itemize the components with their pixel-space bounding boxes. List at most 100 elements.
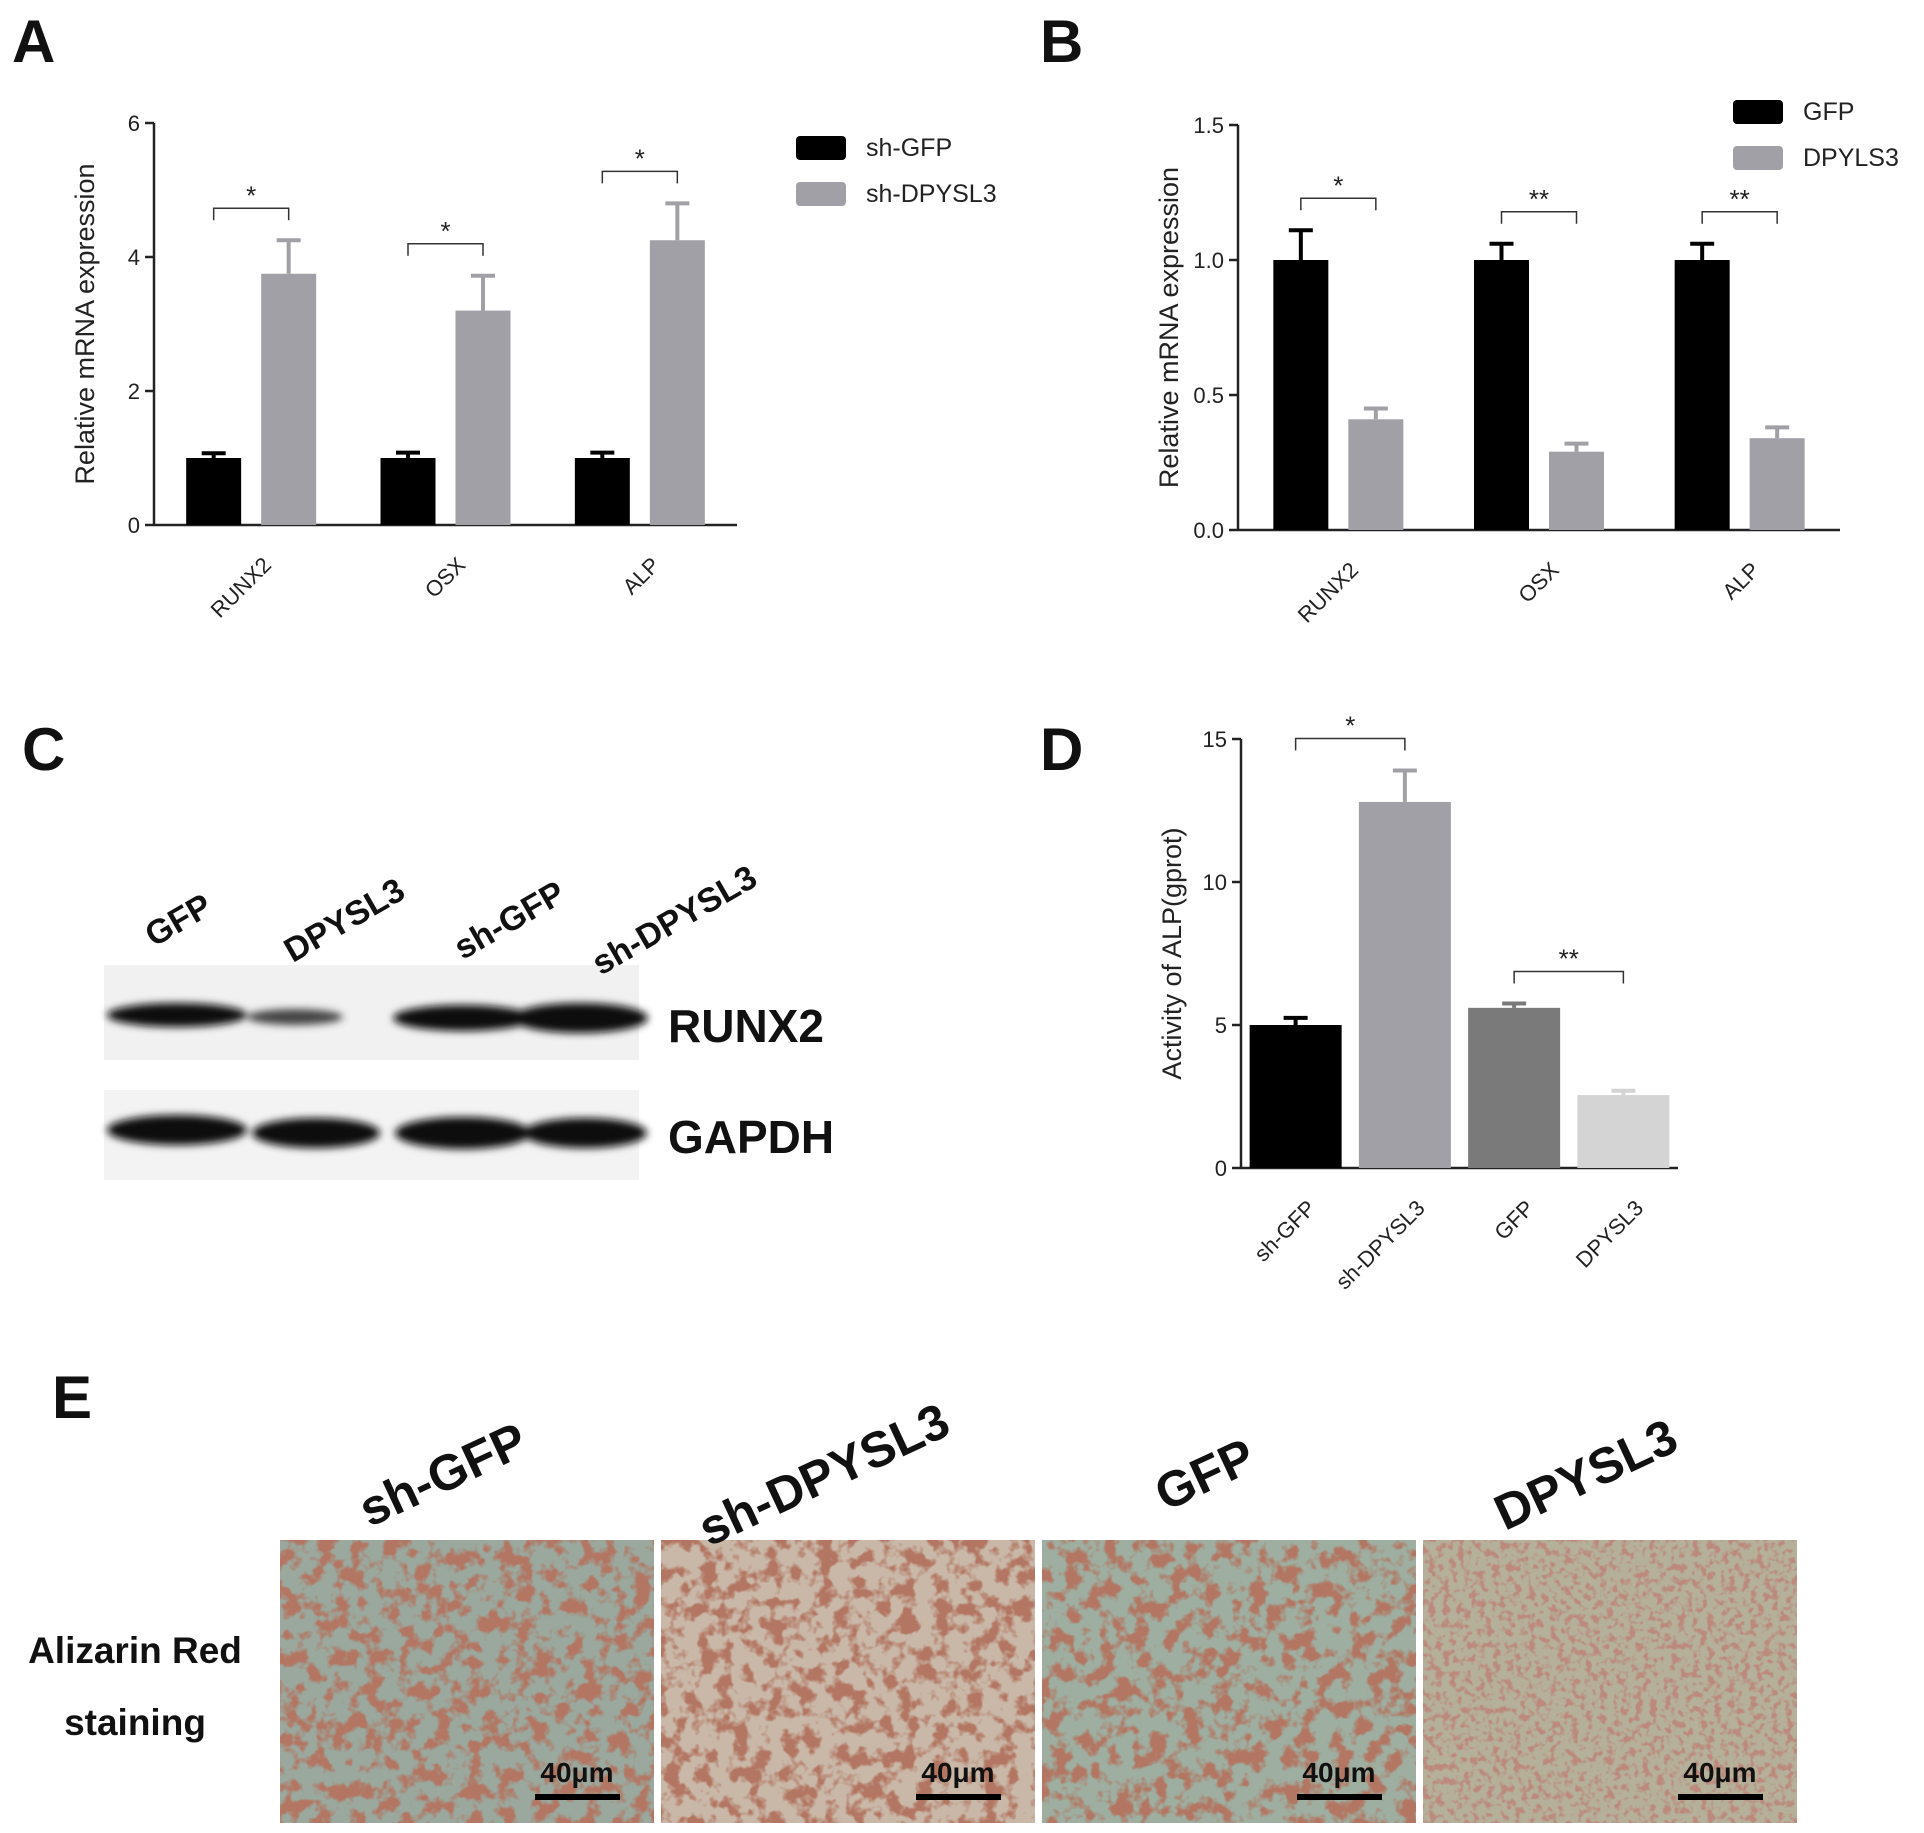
bar xyxy=(380,458,436,525)
bar xyxy=(186,458,242,525)
error-bar xyxy=(665,201,690,241)
panel-label: B xyxy=(1040,8,1083,75)
x-tick-label: ALP xyxy=(1717,557,1764,604)
staining-texture xyxy=(1423,1540,1797,1823)
staining-images: 40μm sh-GFP 40μm sh-DPYSL3 40μm GFP 40μm DPYSL3 xyxy=(280,1392,1797,1823)
y-tick-label: 10 xyxy=(1203,870,1227,895)
y-tick-label: 1.5 xyxy=(1193,113,1224,138)
group-label: GFP xyxy=(1146,1427,1263,1521)
significance-bracket xyxy=(1294,737,1406,751)
error-bar xyxy=(1288,228,1313,260)
legend-swatch xyxy=(1733,100,1783,124)
scale-bar-label: 40μm xyxy=(921,1757,994,1788)
scale-bar-label: 40μm xyxy=(540,1757,613,1788)
error-bar xyxy=(1765,425,1790,439)
bar xyxy=(1549,451,1604,530)
panel-label: C xyxy=(22,716,65,783)
significance-label: * xyxy=(635,143,645,173)
legend-label: sh-DPYSL3 xyxy=(866,180,997,208)
error-bar xyxy=(1283,1015,1308,1025)
significance-bracket xyxy=(1513,970,1625,984)
lane-label: sh-DPYSL3 xyxy=(586,858,764,983)
x-tick-label: RUNX2 xyxy=(206,552,276,622)
bar xyxy=(1348,419,1404,530)
x-tick-label: GFP xyxy=(1489,1195,1539,1245)
lane-label: GFP xyxy=(139,887,219,955)
x-tick-label: RUNX2 xyxy=(1293,557,1363,627)
row-label: RUNX2 xyxy=(668,1000,824,1052)
error-bar xyxy=(1392,768,1417,802)
lane-label: sh-GFP xyxy=(448,874,572,967)
y-tick-label: 15 xyxy=(1203,727,1227,752)
error-bar xyxy=(1502,1001,1527,1008)
y-tick-label: 0.5 xyxy=(1193,383,1224,408)
y-tick-label: 4 xyxy=(128,245,140,270)
significance-bracket xyxy=(1500,211,1578,224)
x-tick-label: ALP xyxy=(618,552,665,599)
panel-label: E xyxy=(52,1364,92,1431)
error-bar xyxy=(471,273,495,311)
x-tick-label: OSX xyxy=(420,552,471,603)
bar xyxy=(455,310,511,525)
bar xyxy=(1358,801,1451,1168)
error-bar xyxy=(1564,441,1589,452)
x-tick-label: sh-GFP xyxy=(1249,1195,1320,1266)
significance-label: ** xyxy=(1730,184,1750,214)
significance-label: ** xyxy=(1529,184,1549,214)
group-label: DPYSL3 xyxy=(1486,1408,1686,1541)
error-bar xyxy=(1363,406,1388,420)
legend-label: DPYLS3 xyxy=(1803,144,1899,172)
significance-bracket xyxy=(1300,197,1377,211)
significance-label: * xyxy=(1333,170,1343,200)
error-bar xyxy=(201,451,226,458)
y-axis-label: Relative mRNA expression xyxy=(70,163,100,484)
y-axis-label: Activity of ALP(gprot) xyxy=(1157,827,1187,1079)
scale-bar-label: 40μm xyxy=(1302,1757,1375,1788)
legend-swatch xyxy=(796,136,846,160)
error-bar xyxy=(396,450,420,458)
blot-bands xyxy=(107,1003,648,1149)
lane-label: DPYSL3 xyxy=(278,871,412,970)
y-tick-label: 0 xyxy=(128,513,140,538)
x-tick-label: sh-DPYSL3 xyxy=(1331,1195,1430,1294)
bar xyxy=(1474,260,1529,530)
x-tick-label: DPYSL3 xyxy=(1571,1195,1648,1272)
significance-bracket xyxy=(407,243,484,256)
bar xyxy=(1577,1095,1670,1168)
bar xyxy=(1468,1007,1561,1168)
bar xyxy=(1674,260,1730,530)
y-tick-label: 2 xyxy=(128,379,140,404)
error-bar xyxy=(276,238,301,274)
bar xyxy=(1273,260,1329,530)
scale-bar-label: 40μm xyxy=(1683,1757,1756,1788)
bar xyxy=(574,458,630,525)
panel-label: A xyxy=(12,8,55,75)
y-tick-label: 1.0 xyxy=(1193,248,1224,273)
significance-bracket xyxy=(1701,211,1778,224)
group-label: sh-GFP xyxy=(350,1412,535,1538)
significance-label: * xyxy=(1345,710,1355,740)
y-tick-label: 0.0 xyxy=(1193,518,1224,543)
bar xyxy=(261,273,317,525)
staining-texture xyxy=(1042,1540,1416,1823)
legend-swatch xyxy=(796,182,846,206)
significance-bracket xyxy=(212,207,290,221)
legend-label: GFP xyxy=(1803,98,1854,126)
y-tick-label: 0 xyxy=(1215,1156,1227,1181)
legend-label: sh-GFP xyxy=(866,134,952,162)
group-label: sh-DPYSL3 xyxy=(690,1392,958,1557)
error-bar xyxy=(1690,241,1715,260)
error-bar xyxy=(590,450,615,458)
significance-bracket xyxy=(601,170,679,184)
significance-label: * xyxy=(440,216,450,246)
x-tick-label: OSX xyxy=(1513,557,1564,608)
bar xyxy=(1749,438,1805,530)
panel-label: D xyxy=(1040,716,1083,783)
error-bar xyxy=(1611,1088,1636,1096)
error-bar xyxy=(1489,241,1514,260)
significance-label: * xyxy=(246,180,256,210)
staining-texture xyxy=(280,1540,654,1823)
staining-texture xyxy=(661,1540,1035,1823)
